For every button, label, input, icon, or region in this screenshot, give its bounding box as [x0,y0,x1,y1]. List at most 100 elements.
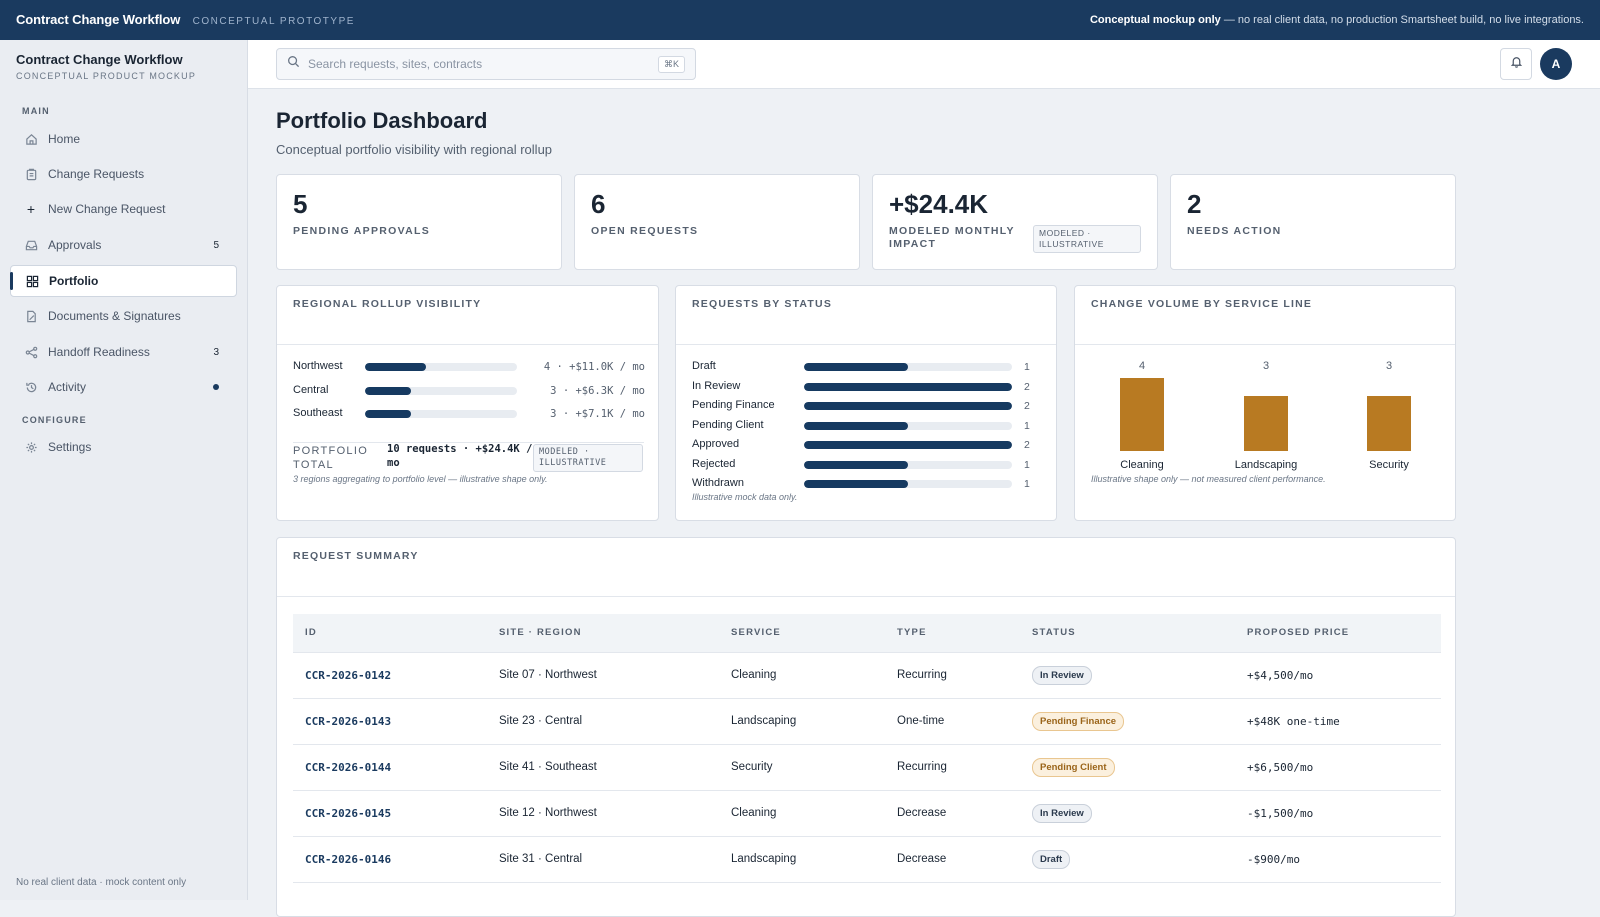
user-avatar[interactable]: A [1540,48,1572,80]
request-id[interactable]: CCR-2026-0143 [293,698,487,745]
table-row[interactable]: CCR-2026-0144 Site 41 · Southeast Security… [293,744,1441,791]
status-name: In Review [692,379,741,392]
region-bar-track [365,410,517,418]
sidebar-item-activity[interactable]: Activity [10,371,237,403]
region-bar-fill [365,410,411,418]
sidebar-item-label: Approvals [48,238,102,252]
card-divider [676,344,1056,345]
column-header-proposed-price[interactable]: PROPOSED PRICE [1235,614,1441,653]
sidebar-subtitle: CONCEPTUAL PRODUCT MOCKUP [16,71,197,81]
table-header-row: ID SITE · REGION SERVICE TYPE STATUS PRO… [293,614,1441,653]
search-shortcut-hint: ⌘K [657,55,685,73]
page-title: Portfolio Dashboard [276,108,488,133]
request-id[interactable]: CCR-2026-0145 [293,790,487,837]
status-bar-value: 2 [1024,380,1030,393]
portfolio-total-label: PORTFOLIO TOTAL [293,445,369,471]
search-box[interactable]: ⌘K [276,48,696,80]
kpi-card-needs-action[interactable]: 2 NEEDS ACTION [1170,174,1456,270]
sidebar-item-documents-signatures[interactable]: Documents & Signatures [10,300,237,332]
column-header-service[interactable]: SERVICE [719,614,885,653]
sidebar-item-portfolio[interactable]: Portfolio [10,265,237,297]
service-bar [1244,396,1288,451]
clipboard-icon [24,167,38,181]
status-bar-value: 1 [1024,419,1030,432]
request-summary-card: REQUEST SUMMARY ID SITE · REGION SERVICE… [276,537,1456,917]
status-name: Pending Client [692,418,764,431]
status-cell: Draft [1020,836,1235,883]
request-id[interactable]: CCR-2026-0142 [293,652,487,699]
table-row[interactable]: CCR-2026-0145 Site 12 · Northwest Cleaning… [293,790,1441,837]
plus-icon: + [26,201,36,217]
table-row[interactable]: CCR-2026-0142 Site 07 · Northwest Cleaning… [293,652,1441,699]
search-input[interactable] [308,57,658,71]
kpi-label: PENDING APPROVALS [293,225,431,237]
status-bar-track [804,382,1012,391]
column-header-status[interactable]: STATUS [1020,614,1235,653]
kpi-label: NEEDS ACTION [1187,225,1282,237]
banner-brand-sub: CONCEPTUAL PROTOTYPE [192,16,355,27]
service: Landscaping [719,698,885,745]
service: Cleaning [719,790,885,837]
site-region: Site 12 · Northwest [487,790,719,837]
status-name: Draft [692,360,716,372]
status-badge: In Review [1032,665,1092,685]
banner-notice-bold: Conceptual mockup only [1089,14,1221,26]
column-header-id[interactable]: ID [293,614,487,653]
app-header: ⌘K A [248,40,1600,89]
approvals-count-badge: 5 [213,239,219,251]
region-bar-track [365,363,517,371]
service-category-label: Cleaning [1120,459,1164,471]
activity-unread-dot [213,384,219,390]
service: Landscaping [719,836,885,883]
status-note: Illustrative mock data only. [692,492,798,502]
table-row[interactable]: CCR-2026-0143 Site 23 · Central Landscapin… [293,698,1441,745]
sidebar-item-new-change-request[interactable]: + New Change Request [10,193,237,225]
sidebar-section-configure: CONFIGURE [22,415,87,425]
table-row[interactable]: CCR-2026-0146 Site 31 · Central Landscapin… [293,836,1441,883]
sidebar-item-handoff-readiness[interactable]: Handoff Readiness 3 [10,336,237,368]
status-cell: In Review [1020,790,1235,837]
region-bar-value: 4 · +$11.0K / mo [543,361,645,373]
region-name: Central [293,383,329,396]
column-header-type[interactable]: TYPE [885,614,1020,653]
top-banner: Contract Change Workflow CONCEPTUAL PROT… [0,0,1600,40]
status-bar-value: 1 [1024,361,1030,373]
status-bar-track [804,480,1012,488]
sidebar-item-label: Home [48,132,81,146]
status-badge: Draft [1032,849,1071,869]
status-cell: Pending Finance [1020,698,1235,745]
kpi-card-pending-approvals[interactable]: 5 PENDING APPROVALS [276,174,562,270]
sidebar-item-settings[interactable]: Settings [10,431,237,463]
card-title: CHANGE VOLUME BY SERVICE LINE [1091,298,1313,310]
sidebar-item-label: Documents & Signatures [48,309,181,323]
kpi-value: 6 [591,189,606,219]
kpi-card-modeled-impact[interactable]: +$24.4K MODELED MONTHLY IMPACT MODELED ·… [872,174,1158,270]
region-bar-fill [365,386,411,395]
service-category-label: Security [1369,459,1409,471]
total-divider [293,442,644,443]
region-bar-track [365,386,517,395]
service: Security [719,744,885,791]
column-header-site-region[interactable]: SITE · REGION [487,614,719,653]
status-bar-fill [804,382,1012,391]
notifications-button[interactable] [1500,48,1532,80]
share-icon [24,345,38,359]
card-title: REQUEST SUMMARY [293,550,419,562]
request-type: One-time [885,698,1020,745]
sidebar-item-label: New Change Request [48,202,166,216]
request-id[interactable]: CCR-2026-0144 [293,744,487,791]
sidebar-item-change-requests[interactable]: Change Requests [10,158,237,190]
kpi-card-open-requests[interactable]: 6 OPEN REQUESTS [574,174,860,270]
request-summary-table: ID SITE · REGION SERVICE TYPE STATUS PRO… [293,614,1441,883]
request-id[interactable]: CCR-2026-0146 [293,836,487,883]
sidebar-item-home[interactable]: Home [10,123,237,155]
regional-rollup-card: REGIONAL ROLLUP VISIBILITY Northwest 4 · … [276,285,659,521]
status-bar-track [804,402,1012,410]
sidebar-item-approvals[interactable]: Approvals 5 [10,229,237,261]
request-type: Decrease [885,790,1020,837]
portfolio-total-value: 10 requests · +$24.4K / mo [387,443,533,469]
card-divider [1075,344,1455,345]
status-cell: Pending Client [1020,744,1235,791]
modeled-tag: MODELED · ILLUSTRATIVE [533,444,643,472]
sidebar-title: Contract Change Workflow [16,52,183,67]
